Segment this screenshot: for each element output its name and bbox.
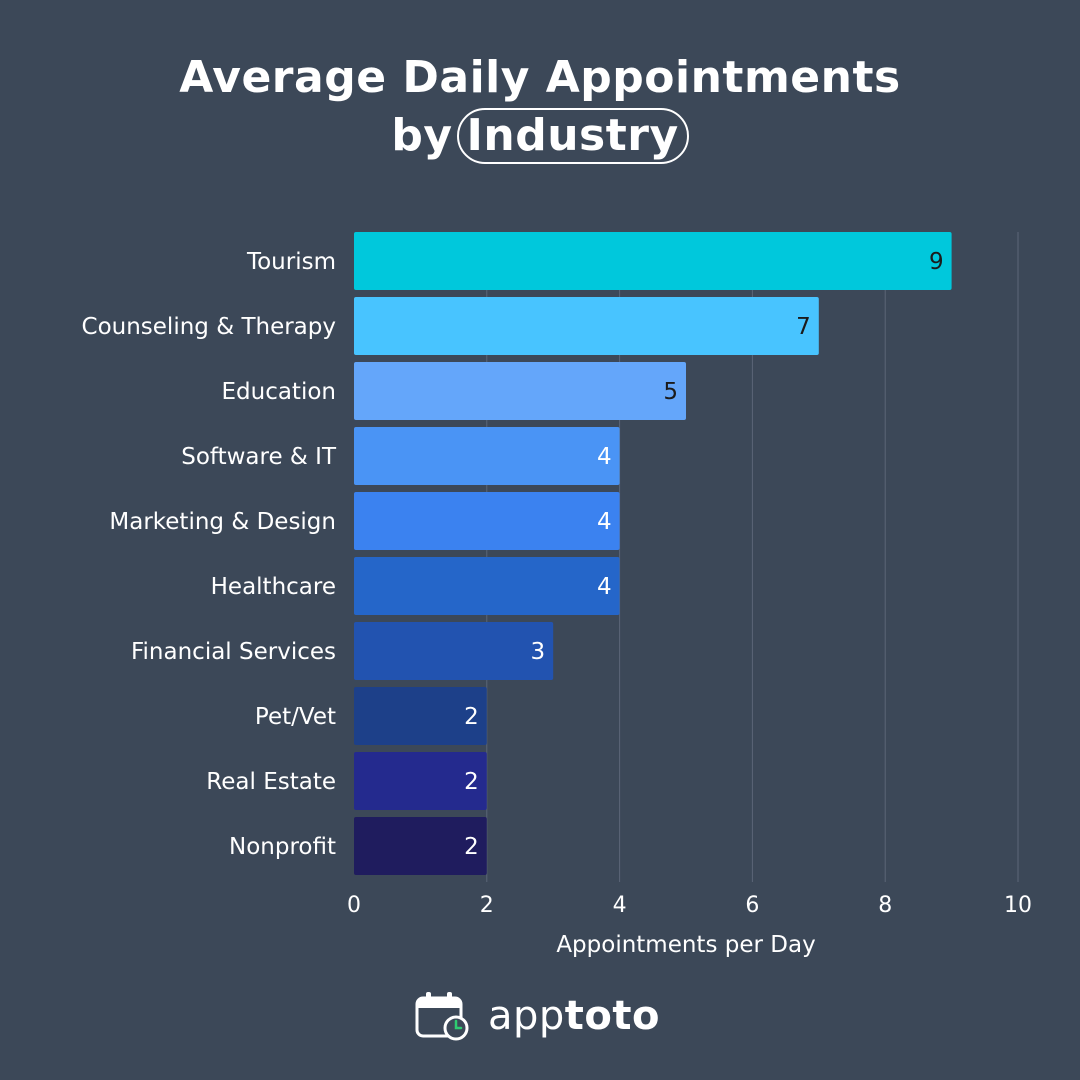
data-label: 2 [464, 769, 479, 795]
category-label: Software & IT [181, 444, 337, 470]
x-tick-label: 4 [613, 893, 627, 918]
bar [354, 232, 952, 290]
bar [354, 492, 620, 550]
brand-text-bold: toto [564, 993, 660, 1039]
category-label: Real Estate [206, 769, 336, 795]
data-label: 2 [464, 704, 479, 730]
chart-title-line2: by Industry [0, 108, 1080, 164]
bar-chart: Tourism 9 Counseling & Therapy 7 Education 5 S… [82, 232, 1032, 958]
category-label: Nonprofit [229, 834, 336, 860]
chart-title-line1: Average Daily Appointments [179, 52, 901, 103]
data-label: 2 [464, 834, 479, 860]
chart-title-highlight: Industry [456, 108, 689, 164]
category-label: Pet/Vet [255, 704, 336, 730]
brand-logo: apptoto [414, 988, 660, 1044]
calendar-clock-icon [415, 992, 469, 1041]
category-label: Education [221, 379, 336, 405]
category-label: Financial Services [131, 639, 336, 665]
bar [354, 427, 620, 485]
bar [354, 817, 487, 875]
x-tick-label: 10 [1004, 893, 1032, 918]
category-label: Counseling & Therapy [82, 314, 336, 340]
x-tick-label: 2 [480, 893, 494, 918]
x-axis-label: Appointments per Day [556, 932, 815, 958]
brand-text-light: app [488, 993, 565, 1039]
x-tick-label: 0 [347, 893, 361, 918]
category-label: Marketing & Design [109, 509, 336, 535]
bar [354, 297, 819, 355]
bar [354, 752, 487, 810]
category-label: Tourism [246, 249, 336, 275]
x-tick-label: 8 [878, 893, 892, 918]
data-label: 9 [929, 249, 944, 275]
chart-title-prefix: by [391, 110, 453, 161]
bar [354, 687, 487, 745]
x-tick-label: 6 [745, 893, 759, 918]
category-label: Healthcare [211, 574, 336, 600]
data-label: 4 [597, 444, 612, 470]
data-label: 4 [597, 509, 612, 535]
bar [354, 362, 686, 420]
data-label: 7 [796, 314, 811, 340]
brand-wordmark: apptoto [488, 993, 660, 1039]
bar [354, 622, 554, 680]
data-label: 4 [597, 574, 612, 600]
data-label: 5 [663, 379, 678, 405]
bar [354, 557, 620, 615]
data-label: 3 [531, 639, 546, 665]
